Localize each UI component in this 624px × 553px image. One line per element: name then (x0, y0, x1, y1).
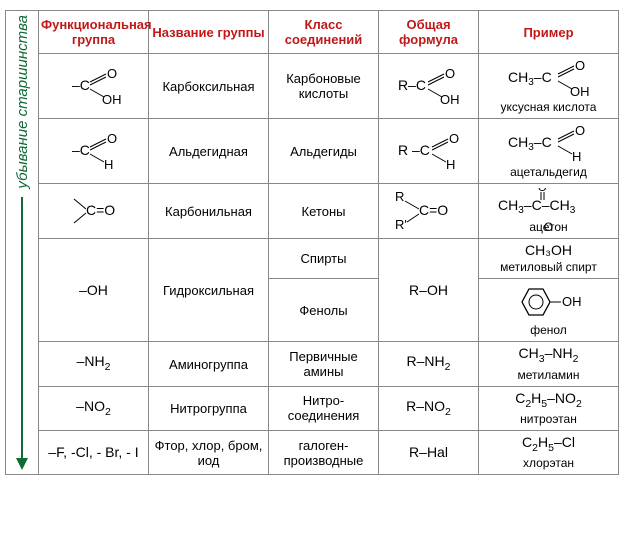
cell-example: CH3–C O OH уксусная кислота (479, 54, 619, 119)
cell-example: CH3–C O H ацетальдегид (479, 119, 619, 184)
acetaldehyde-icon: CH3–C O H (504, 123, 594, 163)
th-fg: Функциональная группа (39, 11, 149, 54)
th-name: Название группы (149, 11, 269, 54)
cell-example: C2H5–Cl хлорэтан (479, 431, 619, 475)
svg-text:CH3–C: CH3–C (508, 69, 552, 88)
methanol-formula: CH₃OH (525, 243, 572, 258)
example-name: нитроэтан (481, 412, 616, 426)
svg-text:H: H (446, 157, 455, 171)
example-name: метиловый спирт (481, 260, 616, 274)
cell-fg: –OH (39, 239, 149, 342)
example-name: уксусная кислота (481, 100, 616, 114)
cell-formula: R–NH2 (379, 342, 479, 386)
cell-formula: R–NO2 (379, 386, 479, 430)
th-class: Класс соединений (269, 11, 379, 54)
ketone-formula-icon: R R' C=O (389, 189, 469, 233)
carbonyl-structure-icon: C=O (64, 191, 124, 231)
cell-name: Аминогруппа (149, 342, 269, 386)
example-name: ацетон (481, 220, 616, 234)
example-name: хлорэтан (481, 456, 616, 470)
cell-fg: C=O (39, 184, 149, 239)
cell-class: Кетоны (269, 184, 379, 239)
functional-groups-table: Функциональная группа Название группы Кл… (38, 10, 619, 475)
aldehyde-formula-icon: R –C O H (394, 131, 464, 171)
cell-class: Фенолы (269, 279, 379, 342)
svg-text:R –C: R –C (398, 142, 430, 158)
svg-text:–C: –C (72, 77, 90, 93)
cell-fg: –C O H (39, 119, 149, 184)
phenol-icon: OH (509, 283, 589, 321)
example-name: метиламин (481, 368, 616, 382)
table-row: –F, -Cl, - Br, - I Фтор, хлор, бром, иод… (39, 431, 619, 475)
th-example: Пример (479, 11, 619, 54)
cell-example: C2H5–NO2 нитроэтан (479, 386, 619, 430)
cell-formula: R–C O OH (379, 54, 479, 119)
svg-text:OH: OH (440, 92, 460, 106)
cell-example: CH₃OH метиловый спирт (479, 239, 619, 279)
svg-text:C=O: C=O (86, 202, 115, 218)
cell-fg: –NH2 (39, 342, 149, 386)
svg-text:OH: OH (102, 92, 122, 106)
cell-fg: –F, -Cl, - Br, - I (39, 431, 149, 475)
cell-name: Альдегидная (149, 119, 269, 184)
table-row: C=O Карбонильная Кетоны R R' C=O (39, 184, 619, 239)
carboxyl-formula-icon: R–C O OH (394, 66, 464, 106)
table-row: –C O H Альдегидная Альдегиды R –C (39, 119, 619, 184)
cell-example: CH3–NH2 метиламин (479, 342, 619, 386)
cell-name: Карбонильная (149, 184, 269, 239)
svg-text:O: O (575, 123, 585, 138)
acetone-icon: CH3–C–CH3 O (494, 188, 604, 224)
cell-class: галоген-производные (269, 431, 379, 475)
cell-name: Нитрогруппа (149, 386, 269, 430)
svg-text:R': R' (395, 217, 407, 232)
svg-text:CH3–C: CH3–C (508, 134, 552, 153)
svg-text:H: H (572, 149, 581, 163)
cell-name: Фтор, хлор, бром, иод (149, 431, 269, 475)
svg-text:CH3–C–CH3: CH3–C–CH3 (498, 197, 576, 216)
svg-text:O: O (107, 131, 117, 146)
carboxyl-structure-icon: –C O OH (64, 66, 124, 106)
cell-example: OH фенол (479, 279, 619, 342)
svg-text:H: H (104, 157, 113, 171)
table-row: –NH2 Аминогруппа Первичные амины R–NH2 C… (39, 342, 619, 386)
aldehyde-structure-icon: –C O H (64, 131, 124, 171)
svg-text:OH: OH (570, 84, 590, 98)
cell-name: Гидроксильная (149, 239, 269, 342)
th-formula: Общая формула (379, 11, 479, 54)
cell-formula: R–Hal (379, 431, 479, 475)
cell-name: Карбоксильная (149, 54, 269, 119)
table-header-row: Функциональная группа Название группы Кл… (39, 11, 619, 54)
acetic-acid-icon: CH3–C O OH (504, 58, 594, 98)
svg-text:O: O (538, 188, 547, 194)
svg-text:O: O (107, 66, 117, 81)
svg-text:O: O (575, 58, 585, 73)
table-row: –OH Гидроксильная Спирты R–OH CH₃OH мети… (39, 239, 619, 279)
svg-text:R: R (395, 189, 404, 204)
priority-sidebar: убывание старшинства (5, 10, 38, 475)
svg-text:–C: –C (72, 142, 90, 158)
cell-class: Спирты (269, 239, 379, 279)
example-name: ацетальдегид (481, 165, 616, 179)
page-wrapper: убывание старшинства Функциональная груп… (5, 10, 619, 475)
cell-fg: –C O OH (39, 54, 149, 119)
svg-text:OH: OH (562, 294, 582, 309)
cell-formula: R –C O H (379, 119, 479, 184)
cell-example: CH3–C–CH3 O O ацетон (479, 184, 619, 239)
cell-formula: R–OH (379, 239, 479, 342)
sidebar-label: убывание старшинства (14, 15, 31, 189)
example-name: фенол (481, 323, 616, 337)
cell-class: Карбоновые кислоты (269, 54, 379, 119)
cell-class: Первичные амины (269, 342, 379, 386)
cell-class: Альдегиды (269, 119, 379, 184)
svg-text:C=O: C=O (419, 202, 448, 218)
down-arrow-icon (16, 197, 28, 471)
svg-text:O: O (445, 66, 455, 81)
cell-fg: –NO2 (39, 386, 149, 430)
svg-text:O: O (449, 131, 459, 146)
svg-text:R–C: R–C (398, 77, 426, 93)
table-row: –C O OH Карбоксильная Карбоновые кислоты… (39, 54, 619, 119)
cell-class: Нитро-соединения (269, 386, 379, 430)
cell-formula: R R' C=O (379, 184, 479, 239)
table-row: –NO2 Нитрогруппа Нитро-соединения R–NO2 … (39, 386, 619, 430)
